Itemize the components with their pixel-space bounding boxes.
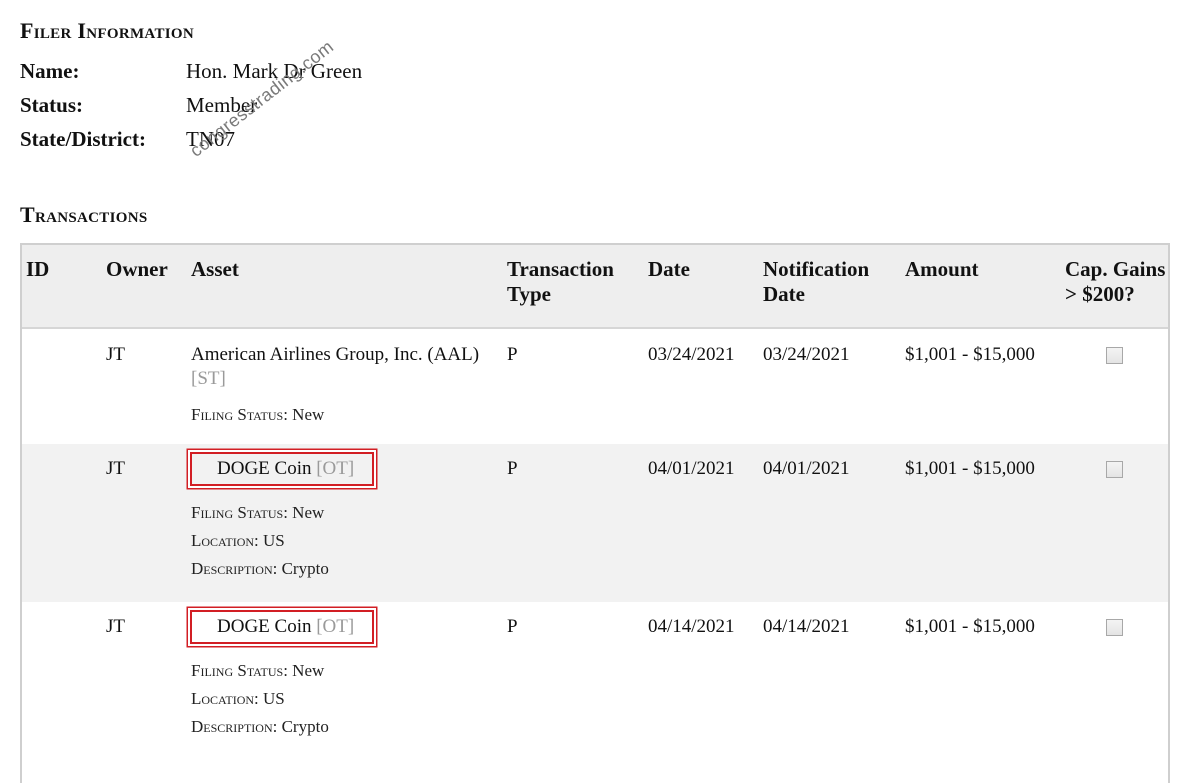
description-value: Crypto bbox=[281, 559, 329, 578]
table-row: JT DOGE Coin [OT] Filing Status: New Loc… bbox=[22, 444, 1168, 602]
description-label: Description: bbox=[191, 717, 278, 736]
filer-state-row: State/District: TN07 bbox=[20, 127, 235, 151]
row-cap-gains-cell bbox=[1065, 444, 1168, 602]
description-label: Description: bbox=[191, 559, 278, 578]
row-transaction-type: P bbox=[507, 458, 518, 479]
location: Location: US bbox=[191, 527, 507, 555]
location-label: Location: bbox=[191, 689, 259, 708]
filing-status: Filing Status: New bbox=[191, 401, 507, 429]
column-header-cap-gains: Cap. Gains > $200? bbox=[1065, 257, 1166, 306]
asset-type-tag: [OT] bbox=[316, 616, 355, 637]
row-owner: JT bbox=[106, 616, 125, 637]
asset-name-text: DOGE Coin bbox=[217, 616, 312, 637]
row-date: 03/24/2021 bbox=[648, 344, 735, 365]
row-cap-gains-cell bbox=[1065, 328, 1168, 444]
status-label: Status: bbox=[20, 93, 84, 117]
cap-gains-checkbox[interactable] bbox=[1106, 461, 1123, 478]
location-value: US bbox=[263, 689, 285, 708]
filing-status-value: New bbox=[292, 503, 325, 522]
name-value: Hon. Mark Dr Green bbox=[186, 59, 363, 83]
asset-name: American Airlines Group, Inc. (AAL) [ST] bbox=[191, 343, 507, 391]
row-asset-cell: American Airlines Group, Inc. (AAL) [ST]… bbox=[191, 328, 507, 444]
location-label: Location: bbox=[191, 531, 259, 550]
description-value: Crypto bbox=[281, 717, 329, 736]
asset-type-tag: [OT] bbox=[316, 458, 355, 479]
row-notification-date: 04/01/2021 bbox=[763, 458, 850, 479]
column-header-date: Date bbox=[648, 257, 690, 281]
row-owner: JT bbox=[106, 344, 125, 365]
filer-information-heading: Filer Information bbox=[20, 18, 194, 43]
transactions-table: ID Owner Asset Transaction Type Date Not… bbox=[20, 243, 1170, 783]
row-asset-cell: DOGE Coin [OT] Filing Status: New Locati… bbox=[189, 602, 507, 760]
transactions-heading: Transactions bbox=[20, 202, 148, 227]
asset-name-holder: DOGE Coin [OT] bbox=[189, 610, 507, 644]
filing-status: Filing Status: New bbox=[191, 499, 507, 527]
row-date: 04/01/2021 bbox=[648, 458, 735, 479]
filer-name-row: Name: Hon. Mark Dr Green bbox=[20, 59, 362, 83]
row-id bbox=[22, 444, 106, 602]
name-label: Name: bbox=[20, 59, 80, 83]
asset-name-text: American Airlines Group, Inc. (AAL) bbox=[191, 344, 480, 365]
column-header-asset: Asset bbox=[191, 257, 239, 281]
table-row: JT DOGE Coin [OT] Filing Status: New Loc… bbox=[22, 602, 1168, 760]
filing-status-label: Filing Status: bbox=[191, 661, 288, 680]
cap-gains-checkbox[interactable] bbox=[1106, 619, 1123, 636]
row-id bbox=[22, 328, 106, 444]
filer-status-row: Status: Member bbox=[20, 93, 257, 117]
status-value: Member bbox=[186, 93, 258, 117]
asset-type-tag: [ST] bbox=[191, 368, 226, 389]
row-amount: $1,001 - $15,000 bbox=[905, 344, 1035, 365]
row-cap-gains-cell bbox=[1065, 602, 1168, 760]
column-header-transaction-type: Transaction Type bbox=[507, 257, 614, 306]
asset-name-text: DOGE Coin bbox=[217, 458, 312, 479]
column-header-id: ID bbox=[26, 257, 50, 281]
highlight-box: DOGE Coin [OT] bbox=[189, 452, 375, 486]
state-district-label: State/District: bbox=[20, 127, 146, 151]
row-notification-date: 04/14/2021 bbox=[763, 616, 850, 637]
asset-name-holder: DOGE Coin [OT] bbox=[189, 452, 507, 486]
column-header-amount: Amount bbox=[905, 257, 979, 281]
column-header-owner: Owner bbox=[106, 257, 168, 281]
row-id bbox=[22, 602, 106, 760]
row-notification-date: 03/24/2021 bbox=[763, 344, 850, 365]
row-amount: $1,001 - $15,000 bbox=[905, 616, 1035, 637]
row-date: 04/14/2021 bbox=[648, 616, 735, 637]
row-asset-cell: DOGE Coin [OT] Filing Status: New Locati… bbox=[189, 444, 507, 602]
cap-gains-checkbox[interactable] bbox=[1106, 347, 1123, 364]
description: Description: Crypto bbox=[191, 713, 507, 741]
highlight-box: DOGE Coin [OT] bbox=[189, 610, 375, 644]
row-owner: JT bbox=[106, 458, 125, 479]
row-amount: $1,001 - $15,000 bbox=[905, 458, 1035, 479]
location-value: US bbox=[263, 531, 285, 550]
filing-status-value: New bbox=[292, 405, 325, 424]
filing-status-label: Filing Status: bbox=[191, 405, 288, 424]
filing-status-value: New bbox=[292, 661, 325, 680]
location: Location: US bbox=[191, 685, 507, 713]
description: Description: Crypto bbox=[191, 555, 507, 583]
filing-status-label: Filing Status: bbox=[191, 503, 288, 522]
table-header-row: ID Owner Asset Transaction Type Date Not… bbox=[22, 245, 1168, 328]
table-row: JT American Airlines Group, Inc. (AAL) [… bbox=[22, 328, 1168, 444]
row-transaction-type: P bbox=[507, 616, 518, 637]
row-transaction-type: P bbox=[507, 344, 518, 365]
filing-status: Filing Status: New bbox=[191, 657, 507, 685]
column-header-notification-date: Notification Date bbox=[763, 257, 870, 306]
state-district-value: TN07 bbox=[186, 127, 235, 151]
